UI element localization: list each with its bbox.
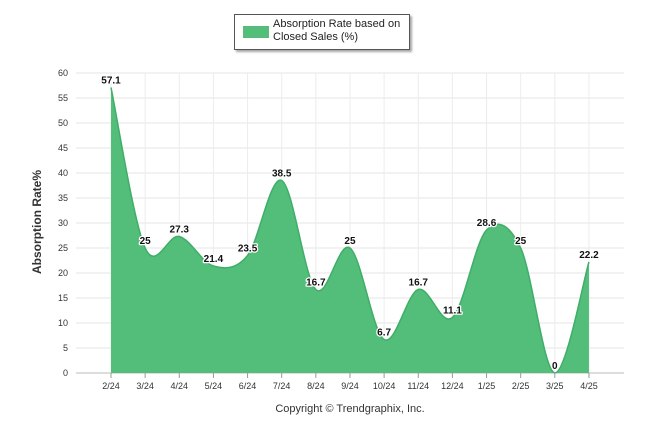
- x-tick-label: 9/24: [341, 381, 359, 391]
- area-layer: [110, 87, 590, 374]
- y-tick-label: 15: [58, 293, 68, 303]
- data-label: 11.1: [443, 306, 462, 317]
- x-tick-label: 5/24: [205, 381, 223, 391]
- x-tick-label: 10/24: [373, 381, 396, 391]
- y-tick-label: 60: [58, 68, 68, 78]
- x-tick-label: 2/25: [512, 381, 530, 391]
- y-tick-label: 0: [63, 368, 68, 378]
- y-tick-label: 5: [63, 343, 68, 353]
- y-tick-label: 20: [58, 268, 68, 278]
- area-series-absorption-rate: [111, 87, 589, 373]
- y-tick-label: 55: [58, 93, 68, 103]
- y-tick-label: 45: [58, 143, 68, 153]
- data-label: 22.2: [579, 250, 599, 261]
- x-tick-label: 1/25: [478, 381, 496, 391]
- data-label: 0: [552, 361, 558, 372]
- x-tick-label: 12/24: [441, 381, 464, 391]
- y-tick-label: 40: [58, 168, 68, 178]
- y-tick-label: 35: [58, 193, 68, 203]
- y-tick-label: 50: [58, 118, 68, 128]
- x-tick-label: 3/25: [546, 381, 564, 391]
- x-axis-ticks: 2/24 3/24 4/24 5/24 6/24 7/24 8/24 9/24 10/24 11/…: [102, 373, 598, 391]
- x-tick-label: 6/24: [239, 381, 257, 391]
- data-label: 38.5: [272, 169, 292, 180]
- data-label: 6.7: [377, 328, 391, 339]
- data-label: 21.4: [204, 254, 224, 265]
- x-tick-label: 4/25: [580, 381, 598, 391]
- data-label: 16.7: [306, 278, 326, 289]
- y-axis-ticks: 0 5 10 15 20 25 30 35 40 45 50 55 60: [58, 68, 68, 378]
- data-label: 25: [515, 236, 527, 247]
- x-tick-label: 3/24: [136, 381, 154, 391]
- y-axis-label: Absorption Rate%: [30, 169, 44, 275]
- y-tick-label: 25: [58, 243, 68, 253]
- x-tick-label: 8/24: [307, 381, 325, 391]
- copyright-text: Copyright © Trendgraphix, Inc.: [275, 403, 425, 415]
- data-labels: 57.1 25 27.3 21.4 23.5 38.5 16.7 25 6.7 16.7 11.1 2…: [100, 74, 600, 373]
- y-tick-label: 10: [58, 318, 68, 328]
- line-series-absorption-rate: [110, 87, 590, 374]
- data-label: 25: [140, 236, 152, 247]
- y-tick-label: 30: [58, 218, 68, 228]
- data-label: 23.5: [238, 244, 258, 255]
- data-label: 27.3: [170, 225, 190, 236]
- x-tick-label: 2/24: [102, 381, 120, 391]
- x-tick-label: 4/24: [171, 381, 189, 391]
- data-label: 28.6: [477, 218, 497, 229]
- legend[interactable]: Absorption Rate based on Closed Sales (%…: [234, 14, 410, 50]
- data-label: 16.7: [409, 278, 429, 289]
- data-label: 25: [344, 236, 356, 247]
- x-tick-label: 7/24: [273, 381, 291, 391]
- x-tick-label: 11/24: [407, 381, 429, 391]
- legend-swatch: [243, 26, 269, 38]
- data-label: 57.1: [101, 76, 121, 87]
- legend-label: Absorption Rate based on Closed Sales (%…: [273, 18, 401, 43]
